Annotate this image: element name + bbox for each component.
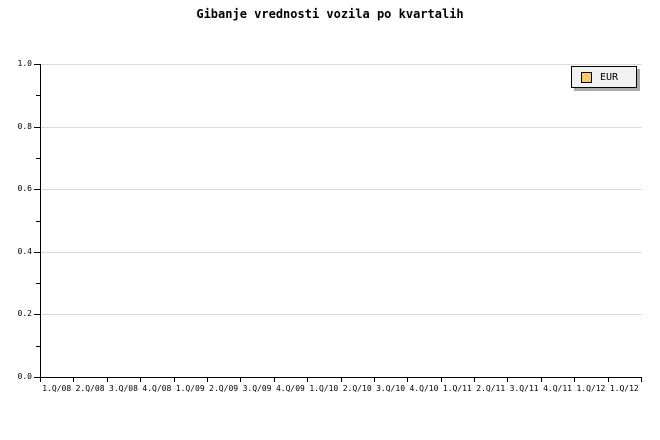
legend-label-eur: EUR [600, 71, 619, 83]
x-tick [173, 377, 175, 382]
y-tick [34, 189, 40, 191]
x-tick-label: 4.Q/09 [275, 384, 305, 393]
x-tick [273, 377, 275, 382]
y-axis-line [40, 64, 41, 378]
y-tick [34, 64, 40, 65]
gridline [41, 64, 642, 65]
x-tick-label: 1.Q/10 [309, 384, 339, 393]
y-minor-tick [36, 283, 40, 285]
x-axis-line [40, 377, 642, 378]
y-tick-label: 0.6 [17, 184, 32, 194]
x-tick [574, 377, 576, 382]
x-tick [240, 377, 242, 382]
y-tick-label: 1.0 [17, 59, 32, 68]
y-tick [34, 251, 40, 253]
y-minor-tick [36, 220, 40, 222]
x-tick [106, 377, 108, 382]
y-tick-label: 0.0 [17, 372, 32, 381]
x-tick [507, 377, 509, 382]
x-tick [373, 377, 375, 382]
x-tick [641, 377, 642, 382]
y-tick-label: 0.8 [17, 121, 32, 131]
x-tick [540, 377, 542, 382]
gridline [41, 251, 642, 253]
x-tick [73, 377, 75, 382]
x-tick-label: 2.Q/09 [209, 384, 239, 393]
y-tick [34, 126, 40, 128]
x-tick [206, 377, 208, 382]
x-tick [407, 377, 409, 382]
y-tick-label: 0.2 [17, 309, 32, 319]
x-tick-label: 4.Q/08 [142, 384, 172, 393]
x-tick [307, 377, 309, 382]
y-tick [34, 377, 40, 378]
gridline [41, 314, 642, 316]
gridline [41, 189, 642, 191]
y-minor-tick [36, 345, 40, 347]
x-tick-label: 1.Q/12 [576, 384, 606, 393]
x-tick-label: 3.Q/09 [242, 384, 272, 393]
legend: EUR [571, 66, 637, 88]
x-tick-label: 1.Q/08 [42, 384, 72, 393]
x-tick-label: 1.Q/11 [442, 384, 472, 393]
x-tick-label: 2.Q/10 [342, 384, 372, 393]
x-tick [140, 377, 142, 382]
y-tick [34, 314, 40, 316]
x-tick-label: 1.Q/12 [609, 384, 639, 393]
x-tick [440, 377, 442, 382]
x-tick-label: 3.Q/08 [109, 384, 138, 393]
y-tick-label: 0.4 [17, 246, 32, 256]
x-tick [607, 377, 609, 382]
y-minor-tick [36, 157, 40, 159]
x-tick-label: 4.Q/11 [543, 384, 572, 393]
x-tick [40, 377, 41, 382]
x-tick-label: 4.Q/10 [409, 384, 439, 393]
x-tick [340, 377, 342, 382]
x-tick-label: 3.Q/11 [509, 384, 539, 393]
x-tick-label: 1.Q/09 [175, 384, 205, 393]
x-tick-label: 3.Q/10 [376, 384, 406, 393]
gridline [41, 126, 642, 128]
legend-swatch-eur [581, 71, 592, 83]
y-minor-tick [36, 95, 40, 97]
x-tick-label: 2.Q/08 [75, 384, 105, 393]
x-tick [474, 377, 476, 382]
chart-title: Gibanje vrednosti vozila po kvartalih [196, 7, 464, 21]
x-tick-label: 2.Q/11 [476, 384, 506, 393]
